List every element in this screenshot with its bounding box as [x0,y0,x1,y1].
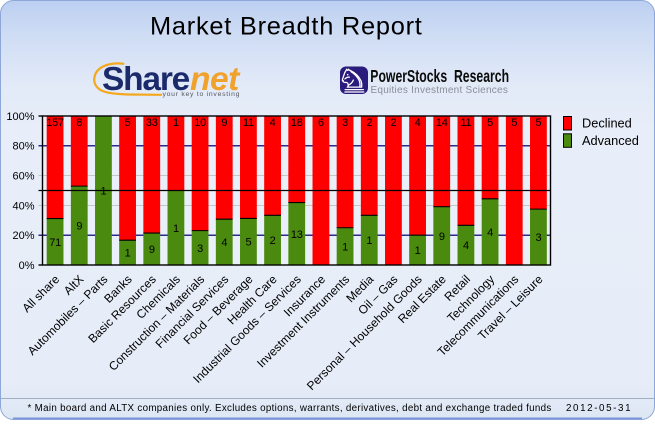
svg-text:9: 9 [76,221,82,233]
svg-text:14: 14 [436,117,448,129]
svg-text:Share: Share [102,61,190,98]
svg-text:71: 71 [49,237,61,249]
svg-text:Advanced: Advanced [582,133,639,148]
svg-text:4: 4 [270,117,276,129]
svg-text:0%: 0% [19,260,35,272]
svg-text:your key to investing: your key to investing [163,91,241,98]
svg-text:PowerStocks Research: PowerStocks Research [370,67,509,87]
svg-text:1: 1 [125,248,131,260]
svg-text:18: 18 [291,117,303,129]
svg-text:40%: 40% [12,200,34,212]
svg-text:6: 6 [318,117,324,129]
svg-text:5: 5 [125,117,131,129]
svg-text:1: 1 [366,235,372,247]
svg-text:2: 2 [391,117,397,129]
svg-text:8: 8 [76,117,82,129]
svg-text:5: 5 [246,237,252,249]
svg-text:20%: 20% [12,230,34,242]
svg-text:9: 9 [221,117,227,129]
svg-text:5: 5 [487,117,493,129]
svg-text:3: 3 [536,232,542,244]
svg-text:4: 4 [463,240,469,252]
svg-text:9: 9 [439,231,445,243]
svg-text:1: 1 [101,186,107,198]
svg-text:4: 4 [487,227,493,239]
svg-text:5: 5 [536,117,542,129]
svg-text:5: 5 [511,117,517,129]
svg-text:100%: 100% [6,111,34,123]
svg-text:Declined: Declined [582,116,632,131]
svg-text:* Main board and ALTX companie: * Main board and ALTX companies only. Ex… [28,403,552,414]
svg-text:1: 1 [415,245,421,257]
svg-text:Equities Investment Sciences: Equities Investment Sciences [371,85,509,96]
svg-text:11: 11 [243,117,254,129]
svg-text:33: 33 [146,117,158,129]
svg-text:1: 1 [173,117,179,129]
svg-text:3: 3 [197,243,203,255]
svg-text:1: 1 [342,241,348,253]
svg-text:2012-05-31: 2012-05-31 [566,403,632,414]
svg-text:157: 157 [46,117,64,129]
svg-text:10: 10 [194,117,206,129]
svg-text:net: net [190,61,241,98]
svg-text:4: 4 [221,237,227,249]
svg-text:11: 11 [461,117,472,129]
svg-text:9: 9 [149,244,155,256]
svg-text:2: 2 [366,117,372,129]
svg-text:4: 4 [415,117,421,129]
svg-text:2: 2 [270,235,276,247]
svg-text:Market Breadth Report: Market Breadth Report [150,12,423,40]
svg-text:80%: 80% [12,141,34,153]
svg-text:60%: 60% [12,171,34,183]
svg-text:3: 3 [342,117,348,129]
svg-text:1: 1 [173,223,179,235]
svg-text:13: 13 [291,229,303,241]
